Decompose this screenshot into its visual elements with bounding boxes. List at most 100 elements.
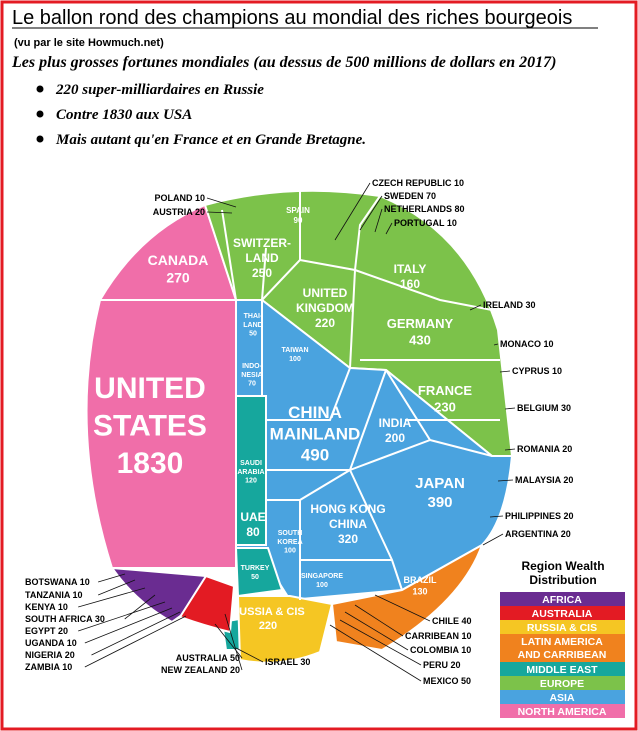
cell-label: ARABIA — [237, 469, 264, 476]
leader-line — [344, 611, 409, 651]
callout-value: 30 — [95, 614, 105, 624]
callout: BOTSWANA 10 — [25, 577, 90, 587]
cell-border — [221, 209, 237, 301]
legend-title: Region Wealth — [521, 559, 604, 573]
cell-label: UNITED — [303, 286, 348, 300]
callout: NEW ZEALAND 20 — [161, 665, 240, 675]
callout-name: ISRAEL — [265, 657, 299, 667]
callout: PORTUGAL 10 — [394, 218, 457, 228]
callout: NETHERLANDS 80 — [384, 204, 465, 214]
leader-line — [334, 182, 371, 241]
callout-value: 10 — [552, 366, 562, 376]
cell-label: CHINA — [329, 517, 367, 531]
region-shape — [330, 542, 484, 652]
callout-value: 30 — [300, 657, 310, 667]
callout-name: NIGERIA — [25, 650, 63, 660]
cell-label: HONG KONG — [310, 502, 385, 516]
callout-name: COLOMBIA — [410, 645, 459, 655]
leader-line — [78, 601, 166, 632]
callout-name: AUSTRIA — [153, 207, 193, 217]
cell-label: SAUDI — [240, 460, 262, 467]
cell-value: 220 — [259, 620, 277, 632]
legend-swatch — [500, 704, 625, 718]
callout-name: NEW ZEALAND — [161, 665, 228, 675]
leader-line — [206, 211, 233, 214]
callout: PERU 20 — [423, 660, 461, 670]
callout-value: 10 — [195, 193, 205, 203]
legend-swatch — [500, 662, 625, 676]
cell-value: 220 — [315, 316, 335, 330]
callout-value: 20 — [58, 626, 68, 636]
callout-name: MEXICO — [423, 676, 459, 686]
cell-value: 100 — [316, 582, 328, 589]
cell-value: 50 — [249, 331, 257, 338]
cell-value: 50 — [251, 574, 259, 581]
legend-title: Distribution — [529, 573, 596, 587]
leader-line — [497, 479, 514, 482]
callout: UGANDA 10 — [25, 638, 77, 648]
callout: CZECH REPUBLIC 10 — [372, 178, 464, 188]
callout: SWEDEN 70 — [384, 191, 436, 201]
leader-line — [97, 579, 136, 596]
callout-name: UGANDA — [25, 638, 65, 648]
callout-name: SOUTH AFRICA — [25, 614, 93, 624]
legend-label: ASIA — [549, 692, 575, 704]
cell-border — [266, 367, 351, 421]
callout-value: 20 — [564, 511, 574, 521]
callout-name: NETHERLANDS — [384, 204, 452, 214]
callout-name: EGYPT — [25, 626, 56, 636]
callout: NIGERIA 20 — [25, 650, 75, 660]
callout-name: CHILE — [432, 616, 459, 626]
legend-swatch — [500, 676, 625, 690]
region-shape — [235, 299, 514, 602]
callout: SOUTH AFRICA 30 — [25, 614, 105, 624]
bullet-dot — [36, 85, 44, 93]
callout: TANZANIA 10 — [25, 590, 83, 600]
leader-line — [84, 607, 173, 644]
cell-value: 1830 — [117, 447, 184, 480]
cell-label: JAPAN — [415, 475, 465, 492]
cell-label: BRAZIL — [404, 575, 437, 585]
callout: MEXICO 50 — [423, 676, 471, 686]
callout: IRELAND 30 — [483, 300, 536, 310]
cell-value: 390 — [427, 494, 452, 511]
leader-line — [214, 623, 243, 659]
callout: POLAND 10 — [154, 193, 205, 203]
cell-label: TAIWAN — [281, 347, 308, 354]
callout-value: 10 — [544, 339, 554, 349]
callout-value: 80 — [455, 204, 465, 214]
callout: COLOMBIA 10 — [410, 645, 471, 655]
leader-line — [235, 647, 264, 663]
cell-value: 100 — [289, 356, 301, 363]
cell-label: SINGAPORE — [301, 573, 343, 580]
cell-label: STATES — [93, 410, 207, 443]
callout: CYPRUS 10 — [512, 366, 562, 376]
cell-border — [354, 269, 493, 311]
leader-line — [224, 613, 243, 671]
legend-label: AND CARRIBEAN — [518, 649, 607, 661]
cell-label: SWITZER- — [233, 236, 291, 250]
legend-swatch — [500, 634, 625, 662]
cell-label: SPAIN — [286, 206, 310, 215]
cell-label: LAND — [245, 251, 279, 265]
legend-label: AFRICA — [542, 594, 582, 606]
cell-value: 230 — [434, 399, 456, 414]
callout-value: 50 — [230, 653, 240, 663]
bullet: Mais autant qu'en France et en Grande Br… — [55, 132, 366, 148]
leader-line — [91, 611, 181, 656]
callout-name: ZAMBIA — [25, 662, 60, 672]
leader-line — [469, 304, 482, 311]
callout: CHILE 40 — [432, 616, 472, 626]
cell-label: KINGDOM — [296, 301, 354, 315]
callout: ISRAEL 30 — [265, 657, 310, 667]
bullet: Contre 1830 aux USA — [56, 107, 192, 123]
source: (vu par le site Howmuch.net) — [14, 37, 164, 49]
cell-label: INDIA — [379, 416, 412, 430]
cell-label: UAE — [240, 510, 265, 524]
cell-value: 130 — [412, 586, 427, 596]
cell-label: UNITED — [94, 372, 206, 405]
callout: EGYPT 20 — [25, 626, 68, 636]
diagram: CANADA270UNITEDSTATES1830SWITZER-LAND250… — [25, 178, 574, 686]
callout-value: 20 — [195, 207, 205, 217]
legend-label: NORTH AMERICA — [518, 706, 607, 718]
